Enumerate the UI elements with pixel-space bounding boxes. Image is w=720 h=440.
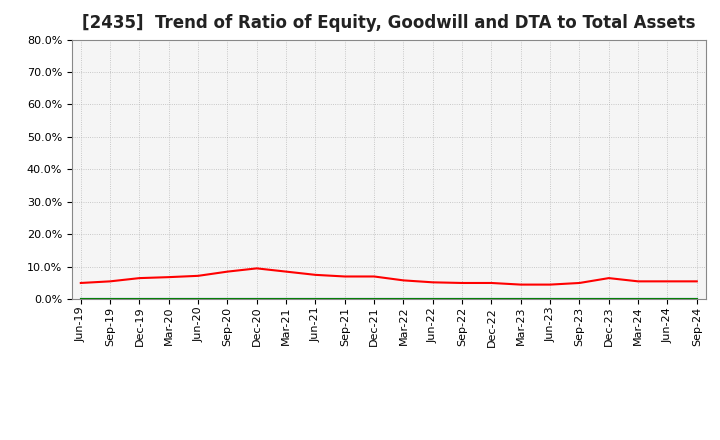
Deferred Tax Assets xyxy=(399,297,408,302)
Equity xyxy=(370,274,379,279)
Deferred Tax Assets xyxy=(164,297,173,302)
Equity xyxy=(663,279,672,284)
Equity xyxy=(164,275,173,280)
Goodwill xyxy=(428,297,437,302)
Equity xyxy=(693,279,701,284)
Equity xyxy=(605,275,613,281)
Deferred Tax Assets xyxy=(428,297,437,302)
Goodwill xyxy=(311,297,320,302)
Deferred Tax Assets xyxy=(693,297,701,302)
Goodwill xyxy=(282,297,290,302)
Goodwill xyxy=(223,297,232,302)
Deferred Tax Assets xyxy=(223,297,232,302)
Goodwill xyxy=(546,297,554,302)
Goodwill xyxy=(516,297,525,302)
Deferred Tax Assets xyxy=(458,297,467,302)
Deferred Tax Assets xyxy=(663,297,672,302)
Goodwill xyxy=(634,297,642,302)
Goodwill xyxy=(341,297,349,302)
Equity xyxy=(223,269,232,274)
Equity xyxy=(106,279,114,284)
Deferred Tax Assets xyxy=(370,297,379,302)
Deferred Tax Assets xyxy=(605,297,613,302)
Deferred Tax Assets xyxy=(546,297,554,302)
Deferred Tax Assets xyxy=(76,297,85,302)
Goodwill xyxy=(575,297,584,302)
Equity xyxy=(634,279,642,284)
Equity xyxy=(341,274,349,279)
Equity xyxy=(516,282,525,287)
Equity xyxy=(487,280,496,286)
Deferred Tax Assets xyxy=(575,297,584,302)
Line: Equity: Equity xyxy=(81,268,697,285)
Deferred Tax Assets xyxy=(282,297,290,302)
Equity xyxy=(399,278,408,283)
Deferred Tax Assets xyxy=(253,297,261,302)
Goodwill xyxy=(458,297,467,302)
Equity xyxy=(135,275,144,281)
Equity xyxy=(253,266,261,271)
Goodwill xyxy=(487,297,496,302)
Goodwill xyxy=(399,297,408,302)
Equity xyxy=(76,280,85,286)
Goodwill xyxy=(253,297,261,302)
Goodwill xyxy=(663,297,672,302)
Goodwill xyxy=(693,297,701,302)
Title: [2435]  Trend of Ratio of Equity, Goodwill and DTA to Total Assets: [2435] Trend of Ratio of Equity, Goodwil… xyxy=(82,15,696,33)
Equity xyxy=(546,282,554,287)
Deferred Tax Assets xyxy=(194,297,202,302)
Deferred Tax Assets xyxy=(634,297,642,302)
Goodwill xyxy=(106,297,114,302)
Goodwill xyxy=(370,297,379,302)
Equity xyxy=(311,272,320,278)
Goodwill xyxy=(135,297,144,302)
Deferred Tax Assets xyxy=(106,297,114,302)
Equity xyxy=(575,280,584,286)
Equity xyxy=(194,273,202,279)
Goodwill xyxy=(194,297,202,302)
Goodwill xyxy=(76,297,85,302)
Deferred Tax Assets xyxy=(341,297,349,302)
Goodwill xyxy=(605,297,613,302)
Deferred Tax Assets xyxy=(516,297,525,302)
Goodwill xyxy=(164,297,173,302)
Deferred Tax Assets xyxy=(311,297,320,302)
Equity xyxy=(458,280,467,286)
Equity xyxy=(282,269,290,274)
Equity xyxy=(428,280,437,285)
Deferred Tax Assets xyxy=(487,297,496,302)
Deferred Tax Assets xyxy=(135,297,144,302)
